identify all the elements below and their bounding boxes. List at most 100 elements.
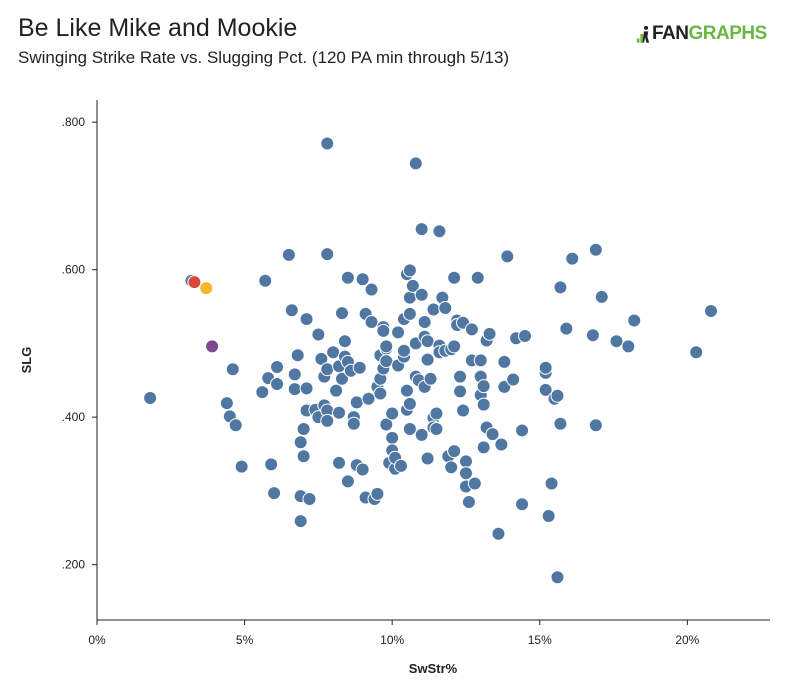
data-point: [432, 224, 447, 239]
data-point: [225, 362, 240, 377]
data-point: [426, 302, 441, 317]
data-point: [258, 273, 273, 288]
data-point: [379, 354, 394, 369]
data-point: [689, 345, 704, 360]
data-point: [458, 454, 473, 469]
y-tick-label: .200: [62, 558, 86, 572]
highlighted-point-gold: [199, 281, 214, 296]
data-point: [453, 384, 468, 399]
data-point: [447, 339, 462, 354]
data-point: [329, 383, 344, 398]
data-point: [281, 247, 296, 262]
chart-title: Be Like Mike and Mookie: [18, 14, 298, 42]
data-point: [355, 462, 370, 477]
data-point: [402, 290, 417, 305]
data-point: [414, 222, 429, 237]
data-point: [334, 306, 349, 321]
data-point: [314, 351, 329, 366]
x-axis-title: SwStr%: [409, 661, 458, 676]
data-point: [476, 397, 491, 412]
data-point: [429, 421, 444, 436]
data-point: [408, 156, 423, 171]
x-tick-label: 15%: [528, 633, 552, 647]
data-point: [553, 416, 568, 431]
data-point: [402, 306, 417, 321]
x-tick-label: 0%: [88, 633, 106, 647]
data-point: [456, 403, 471, 418]
data-point: [364, 315, 379, 330]
data-point: [506, 372, 521, 387]
data-point: [234, 459, 249, 474]
data-point: [352, 360, 367, 375]
data-point: [447, 444, 462, 459]
data-point: [621, 339, 636, 354]
data-point: [337, 334, 352, 349]
data-point: [299, 381, 314, 396]
data-point: [293, 435, 308, 450]
data-point: [461, 494, 476, 509]
data-point: [364, 282, 379, 297]
data-point: [267, 486, 282, 501]
data-point: [355, 272, 370, 287]
data-point: [402, 396, 417, 411]
data-point: [447, 270, 462, 285]
data-point: [703, 303, 718, 318]
data-point: [320, 413, 335, 428]
logo-mark-icon: [636, 25, 650, 43]
data-point: [264, 457, 279, 472]
data-point: [627, 313, 642, 328]
data-point: [228, 418, 243, 433]
logo-wordmark: FANGRAPHS: [652, 23, 767, 44]
data-point: [444, 460, 459, 475]
data-point: [541, 509, 556, 523]
data-point: [476, 379, 491, 394]
data-point: [391, 325, 406, 340]
data-point: [464, 322, 479, 337]
data-point: [429, 406, 444, 421]
data-point: [565, 251, 580, 266]
data-point: [332, 455, 347, 470]
data-point: [518, 329, 533, 344]
x-tick-label: 20%: [675, 633, 699, 647]
data-point: [438, 301, 453, 315]
data-point: [491, 526, 506, 541]
data-point: [402, 421, 417, 436]
data-point: [588, 242, 603, 257]
data-point: [332, 405, 347, 420]
data-point: [414, 427, 429, 442]
data-point: [500, 249, 515, 264]
data-point: [417, 315, 432, 330]
data-point: [379, 339, 394, 354]
data-point: [296, 421, 311, 436]
data-point: [609, 334, 624, 349]
data-point: [544, 476, 559, 491]
data-point: [585, 328, 600, 343]
data-point: [473, 353, 488, 368]
highlighted-point-red: [187, 275, 202, 290]
data-point: [320, 362, 335, 377]
data-point: [594, 289, 609, 304]
data-point: [470, 270, 485, 285]
data-point: [349, 395, 364, 410]
data-point: [284, 303, 299, 318]
data-point: [287, 367, 302, 382]
data-point: [423, 371, 438, 386]
data-point: [385, 430, 400, 445]
axes: [96, 100, 770, 621]
data-point: [290, 348, 305, 363]
data-point: [379, 417, 394, 432]
data-point: [494, 437, 509, 452]
data-point: [476, 440, 491, 455]
data-point: [255, 385, 270, 400]
data-point: [515, 423, 530, 438]
data-point: [538, 382, 553, 397]
data-point: [550, 570, 565, 585]
data-point: [420, 451, 435, 466]
data-point: [394, 458, 409, 473]
data-point: [405, 278, 420, 293]
y-tick-label: .400: [62, 410, 86, 424]
data-point: [326, 345, 341, 360]
chart-subtitle: Swinging Strike Rate vs. Slugging Pct. (…: [18, 48, 510, 67]
data-point: [402, 263, 417, 278]
